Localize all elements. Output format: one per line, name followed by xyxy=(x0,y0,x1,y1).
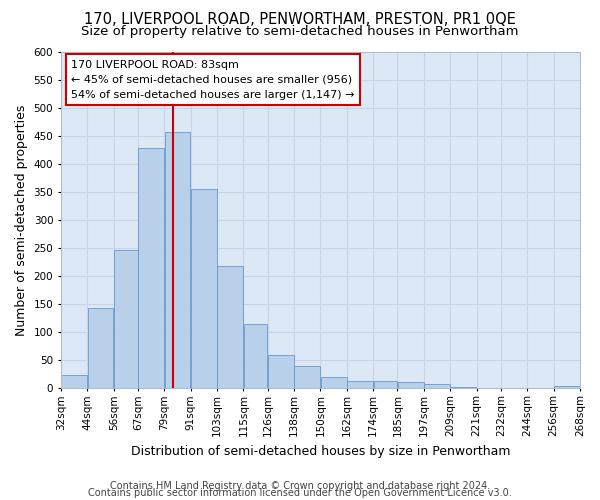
Bar xyxy=(61,375,87,388)
Bar xyxy=(554,386,580,388)
Bar xyxy=(398,382,424,388)
Bar xyxy=(295,366,320,388)
Text: 170 LIVERPOOL ROAD: 83sqm
← 45% of semi-detached houses are smaller (956)
54% of: 170 LIVERPOOL ROAD: 83sqm ← 45% of semi-… xyxy=(71,60,355,100)
Bar xyxy=(88,308,113,388)
Bar xyxy=(347,380,373,388)
Text: Contains HM Land Registry data © Crown copyright and database right 2024.: Contains HM Land Registry data © Crown c… xyxy=(110,481,490,491)
Text: Size of property relative to semi-detached houses in Penwortham: Size of property relative to semi-detach… xyxy=(81,25,519,38)
Text: 170, LIVERPOOL ROAD, PENWORTHAM, PRESTON, PR1 0QE: 170, LIVERPOOL ROAD, PENWORTHAM, PRESTON… xyxy=(84,12,516,28)
Bar xyxy=(164,132,190,388)
Text: Contains public sector information licensed under the Open Government Licence v3: Contains public sector information licen… xyxy=(88,488,512,498)
Bar xyxy=(451,387,476,388)
Bar xyxy=(321,378,347,388)
Y-axis label: Number of semi-detached properties: Number of semi-detached properties xyxy=(15,104,28,336)
Bar xyxy=(217,266,243,388)
Bar xyxy=(244,324,268,388)
Bar xyxy=(114,250,137,388)
X-axis label: Distribution of semi-detached houses by size in Penwortham: Distribution of semi-detached houses by … xyxy=(131,444,510,458)
Bar xyxy=(374,381,397,388)
Bar xyxy=(268,356,294,388)
Bar xyxy=(191,188,217,388)
Bar xyxy=(424,384,450,388)
Bar xyxy=(138,148,164,388)
